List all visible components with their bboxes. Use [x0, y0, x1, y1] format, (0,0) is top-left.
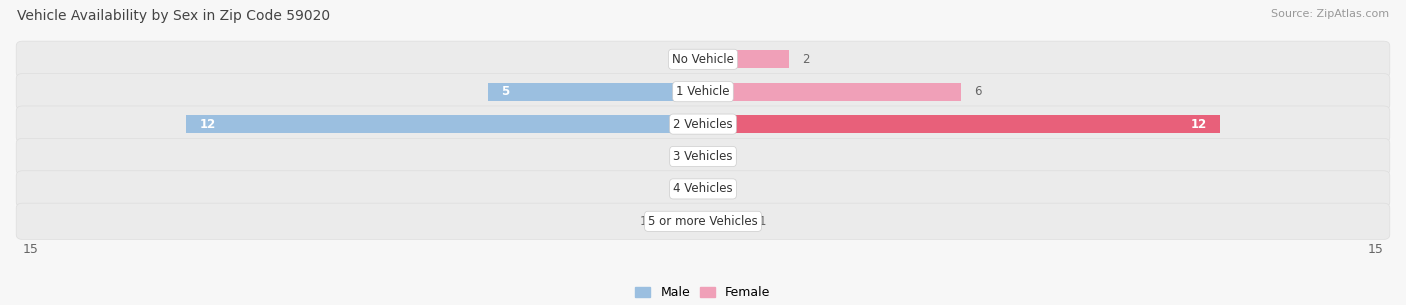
- Bar: [186, 115, 703, 133]
- Text: 0: 0: [683, 53, 690, 66]
- Text: 1 Vehicle: 1 Vehicle: [676, 85, 730, 98]
- Text: 4 Vehicles: 4 Vehicles: [673, 182, 733, 196]
- Legend: Male, Female: Male, Female: [630, 281, 776, 304]
- Bar: [703, 50, 789, 68]
- Text: 15: 15: [1368, 243, 1384, 256]
- FancyBboxPatch shape: [17, 171, 1389, 207]
- Text: 0: 0: [716, 182, 723, 196]
- FancyBboxPatch shape: [17, 41, 1389, 77]
- Text: 2: 2: [801, 53, 810, 66]
- Text: 0: 0: [716, 150, 723, 163]
- Text: 0: 0: [683, 182, 690, 196]
- Text: 0: 0: [683, 150, 690, 163]
- Text: 12: 12: [1191, 118, 1206, 131]
- Text: 1: 1: [759, 215, 766, 228]
- FancyBboxPatch shape: [17, 203, 1389, 239]
- Text: 3 Vehicles: 3 Vehicles: [673, 150, 733, 163]
- Text: Source: ZipAtlas.com: Source: ZipAtlas.com: [1271, 9, 1389, 19]
- Text: Vehicle Availability by Sex in Zip Code 59020: Vehicle Availability by Sex in Zip Code …: [17, 9, 330, 23]
- Text: No Vehicle: No Vehicle: [672, 53, 734, 66]
- FancyBboxPatch shape: [17, 138, 1389, 175]
- Bar: [703, 115, 1219, 133]
- Bar: [703, 212, 747, 230]
- Text: 1: 1: [640, 215, 647, 228]
- Bar: [703, 83, 962, 101]
- Text: 12: 12: [200, 118, 215, 131]
- Bar: [488, 83, 703, 101]
- Text: 5 or more Vehicles: 5 or more Vehicles: [648, 215, 758, 228]
- Bar: [659, 212, 703, 230]
- FancyBboxPatch shape: [17, 106, 1389, 142]
- Text: 2 Vehicles: 2 Vehicles: [673, 118, 733, 131]
- Text: 15: 15: [22, 243, 38, 256]
- Text: 6: 6: [974, 85, 981, 98]
- Text: 5: 5: [501, 85, 509, 98]
- FancyBboxPatch shape: [17, 74, 1389, 110]
